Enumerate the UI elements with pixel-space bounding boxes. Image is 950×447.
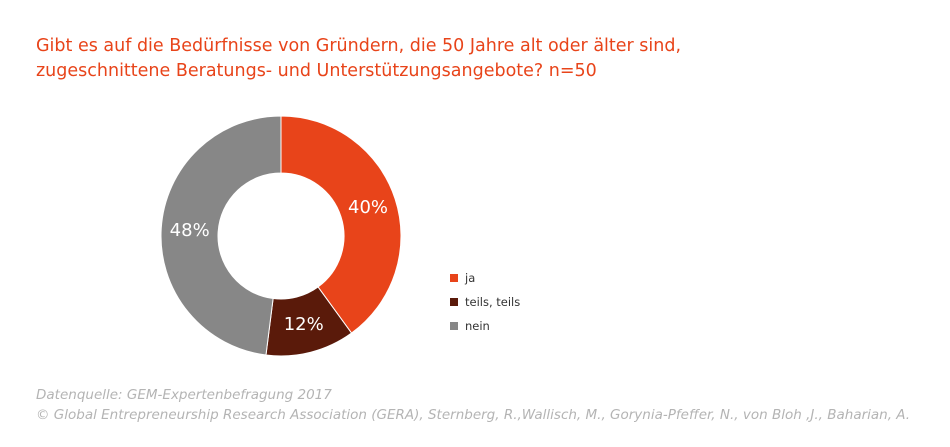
legend-swatch-teils-teils: [450, 298, 458, 306]
donut-slice-nein: [160, 115, 282, 356]
donut-labels: 40% 12% 48%: [170, 197, 388, 335]
legend-swatch-ja: [450, 274, 458, 282]
data-label-nein: 48%: [170, 220, 210, 241]
legend-label-ja: ja: [465, 271, 476, 285]
legend-item-nein: nein: [450, 314, 520, 338]
chart-footer: Datenquelle: GEM-Expertenbefragung 2017 …: [36, 385, 910, 425]
donut-slices: [160, 115, 402, 357]
legend-label-teils-teils: teils, teils: [465, 295, 521, 309]
data-source-note: Datenquelle: GEM-Expertenbefragung 2017: [36, 387, 332, 403]
chart-title-line-2: zugeschnittene Beratungs- und Unterstütz…: [36, 61, 597, 81]
legend-item-teils-teils: teils, teils: [450, 290, 520, 314]
copyright-note: © Global Entrepreneurship Research Assoc…: [36, 407, 911, 423]
legend-item-ja: ja: [450, 266, 520, 290]
donut-slice-ja: [280, 115, 402, 334]
legend-label-nein: nein: [465, 319, 490, 333]
chart-title-line-1: Gibt es auf die Bedürfnisse von Gründern…: [36, 36, 682, 56]
data-label-teils-teils: 12%: [284, 314, 324, 335]
chart-title: Gibt es auf die Bedürfnisse von Gründern…: [36, 34, 916, 84]
chart-legend: ja teils, teils nein: [450, 266, 520, 338]
data-label-ja: 40%: [348, 197, 388, 218]
legend-swatch-nein: [450, 322, 458, 330]
